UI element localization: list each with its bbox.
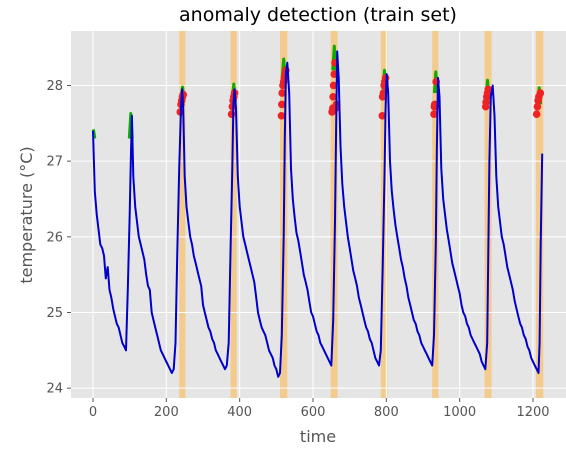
anomaly-band-3 <box>330 31 338 398</box>
y-tick-label-26: 26 <box>46 230 63 245</box>
x-tick-label-0: 0 <box>89 405 97 420</box>
predicted-segment-5 <box>331 44 338 71</box>
x-tick-label-1200: 1200 <box>516 405 549 420</box>
x-tick-label-400: 400 <box>227 405 252 420</box>
x-tick-label-800: 800 <box>374 405 399 420</box>
anomaly-point <box>430 110 438 119</box>
anomaly-point <box>378 111 387 120</box>
anomaly-band-7 <box>535 31 544 398</box>
anomaly-point <box>329 81 338 90</box>
anomaly-point <box>278 100 286 109</box>
anomaly-point <box>536 89 545 97</box>
y-tick-label-24: 24 <box>46 382 63 397</box>
anomaly-point <box>484 85 493 94</box>
x-tick-label-1000: 1000 <box>443 405 476 420</box>
anomaly-band-1 <box>230 31 237 398</box>
x-tick-label-200: 200 <box>154 405 179 420</box>
y-tick-label-28: 28 <box>46 79 63 94</box>
chart-title: anomaly detection (train set) <box>179 4 457 26</box>
anomaly-point <box>329 93 337 101</box>
anomaly-band-0 <box>179 31 186 398</box>
anomaly-point <box>533 102 542 111</box>
anomaly-point <box>532 110 541 119</box>
x-axis-label: time <box>300 427 336 446</box>
predicted-segment-7 <box>432 70 439 94</box>
y-tick-label-25: 25 <box>46 306 63 321</box>
anomaly-point <box>277 111 286 120</box>
x-tick-label-600: 600 <box>301 405 326 420</box>
y-tick-label-27: 27 <box>46 155 63 170</box>
series-line-temperature <box>92 50 544 378</box>
y-axis-label: temperature (°C) <box>17 146 36 283</box>
anomaly-point <box>278 89 287 97</box>
